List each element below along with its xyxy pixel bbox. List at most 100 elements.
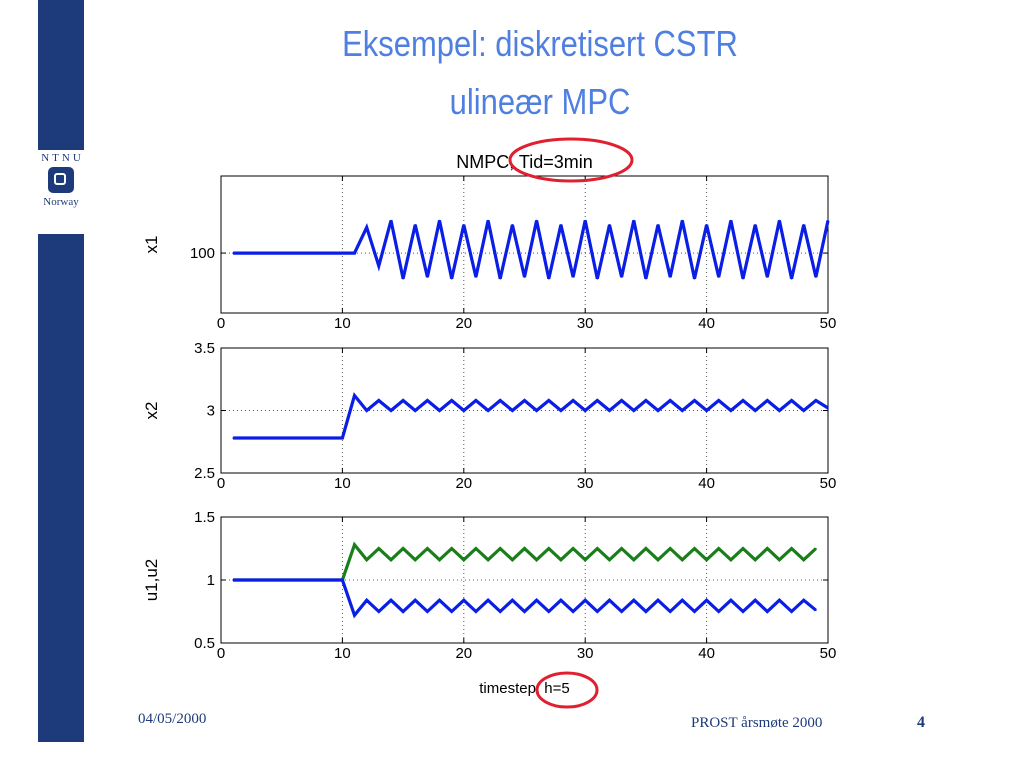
data-point [378,547,380,550]
x-tick-label: 0 [217,315,225,332]
data-point [317,252,319,254]
data-point [645,277,647,280]
y-tick-label: 1 [207,572,215,589]
data-point [390,559,392,561]
data-point [244,252,247,254]
data-point [754,224,756,226]
data-point [402,610,404,613]
data-point [572,610,574,613]
data-point [802,599,805,601]
data-point [402,547,404,550]
data-point [620,610,623,613]
data-point [790,610,793,613]
data-point [730,559,732,561]
data-point [693,610,696,613]
data-point [754,559,756,561]
data-point [402,277,404,280]
data-point [463,559,465,561]
data-point [475,547,477,550]
data-point [317,437,319,439]
data-point [475,610,477,613]
data-point [365,559,368,561]
data-point [365,599,368,601]
data-point [766,547,769,550]
data-point [608,224,611,226]
data-point [705,559,708,561]
data-point [790,399,793,402]
data-point [414,409,417,412]
ntnu-logo-icon [48,167,74,193]
data-point [560,409,562,412]
data-point [717,610,720,613]
x-tick-label: 30 [577,645,594,662]
logo-bottom-text: Norway [43,196,79,208]
data-point [632,409,635,412]
y-tick-label: 3 [207,403,215,420]
data-point [766,399,769,402]
data-point [280,437,283,439]
data-point [365,409,368,412]
data-point [657,224,659,226]
data-point [742,547,744,550]
data-point [305,252,307,254]
data-point [681,219,684,222]
highlight-ellipse-xlabel [535,671,599,709]
data-point [414,599,417,601]
data-point [341,437,344,439]
series-line-1 [233,392,829,440]
data-point [815,276,817,278]
data-point [450,399,453,402]
data-point [353,614,356,617]
slide-title-line2: ulineær MPC [449,81,631,122]
data-point [365,226,368,229]
data-point [560,559,562,561]
x-tick-label: 30 [577,475,594,492]
axes-frame [220,175,829,314]
data-point [511,559,514,561]
data-point [293,437,295,439]
data-point [329,579,332,581]
x-tick-label: 0 [217,645,225,662]
data-point [426,547,429,550]
data-point [402,399,404,402]
data-point [268,437,271,439]
data-point [778,599,781,601]
x-tick-label: 20 [455,475,472,492]
x-tick-label: 50 [820,315,837,332]
data-point [584,219,586,222]
data-point [790,277,793,280]
data-point [523,399,526,402]
data-point [499,610,502,613]
data-point [463,224,465,226]
data-point [584,599,586,601]
data-point [730,219,732,222]
data-point [268,252,271,254]
ntnu-logo: NTNU Norway [34,150,88,234]
x-tick-label: 40 [698,475,715,492]
data-point [487,559,489,561]
data-point [547,547,550,550]
footer-text: PROST årsmøte 2000 [691,715,823,731]
x-tick-label: 0 [217,475,225,492]
sidebar-band [38,0,84,742]
data-point [669,610,671,613]
data-point [620,547,623,550]
data-point [802,409,805,412]
data-point [669,547,671,550]
data-point [596,399,599,402]
data-point [378,265,380,267]
x-tick-label: 10 [334,315,351,332]
data-point [305,437,307,439]
data-point [268,579,271,581]
data-point [632,559,635,561]
x-tick-label: 40 [698,315,715,332]
data-point [742,277,744,280]
logo-top-text: NTNU [41,152,84,164]
data-point [256,437,259,439]
data-point [438,559,441,561]
data-point [632,219,635,222]
data-point [778,219,781,222]
data-point [645,610,647,613]
data-point [535,559,538,561]
data-point [499,547,502,550]
